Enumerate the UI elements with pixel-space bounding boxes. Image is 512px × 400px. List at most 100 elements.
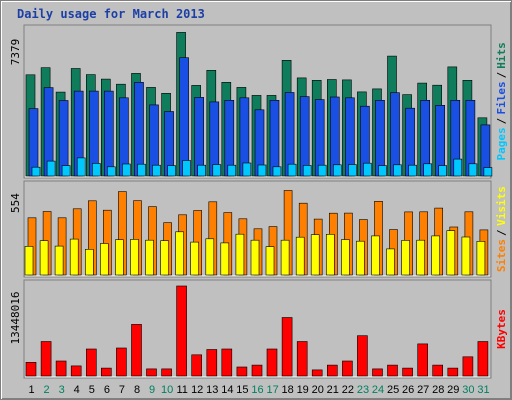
day-label: 11 (176, 384, 187, 396)
kbytes-bar (326, 364, 338, 377)
kbytes-bar (191, 354, 202, 377)
day-label: 17 (266, 384, 278, 396)
kbytes-bar (357, 335, 368, 377)
kbytes-bar (236, 366, 248, 377)
pages-bar (287, 163, 297, 177)
kbytes-bar (146, 368, 157, 377)
kbytes-bar (477, 341, 489, 377)
visits-bar (145, 239, 154, 276)
visits-bar (446, 230, 456, 276)
visits-bar (54, 245, 64, 276)
kbytes-bar (417, 343, 429, 377)
day-label: 23 (357, 384, 369, 396)
visits-bar (325, 234, 335, 276)
pages-bar (453, 158, 463, 177)
legend-sites: Sites (495, 239, 508, 272)
visits-bar (356, 240, 365, 276)
legend-separator: / (495, 72, 508, 79)
files-bar (390, 92, 400, 177)
pages-bar (92, 163, 101, 177)
day-label: 27 (417, 384, 429, 396)
day-label: 28 (432, 384, 444, 396)
kbytes-bar (372, 368, 383, 377)
visits-bar (160, 240, 169, 276)
chart-title: Daily usage for March 2013 (17, 7, 205, 21)
kbytes-bar (131, 324, 142, 377)
panel-3-max-label: 13448016 (9, 292, 22, 345)
visits-bar (295, 236, 305, 276)
kbytes-bar (101, 367, 112, 377)
visits-bar (130, 239, 139, 276)
kbytes-bar (86, 348, 97, 377)
pages-bar (137, 163, 146, 177)
files-bar (299, 96, 310, 177)
pages-bar (107, 166, 116, 177)
visits-bar (69, 238, 79, 276)
files-bar (329, 96, 340, 177)
pages-bar (197, 164, 206, 177)
day-label: 13 (206, 384, 218, 396)
day-label: 10 (161, 384, 173, 396)
legend-pages: Pages (495, 127, 508, 160)
day-label: 8 (134, 384, 140, 396)
pages-bar (423, 163, 433, 177)
kbytes-bar (206, 349, 218, 377)
day-label: 2 (44, 384, 50, 396)
visits-bar (190, 241, 199, 276)
pages-bar (212, 164, 222, 177)
day-label: 18 (281, 384, 293, 396)
visits-bar (461, 236, 471, 276)
kbytes-bar (40, 341, 52, 377)
legend-hits: Hits (495, 42, 508, 69)
pages-bar (242, 162, 252, 177)
day-label: 19 (297, 384, 309, 396)
pages-bar (257, 164, 267, 177)
kbytes-bar (55, 360, 67, 377)
pages-bar (468, 163, 478, 177)
kbytes-bar (296, 341, 308, 377)
visits-bar (401, 240, 410, 276)
legend-separator: / (495, 118, 508, 125)
day-label: 7 (119, 384, 125, 396)
day-label: 22 (342, 384, 354, 396)
pages-bar (332, 164, 342, 177)
kbytes-bar (25, 361, 37, 377)
kbytes-bar (432, 364, 444, 377)
files-bar (104, 90, 114, 177)
files-bar (284, 92, 295, 177)
visits-bar (115, 239, 124, 276)
visits-bar (280, 239, 290, 276)
visits-bar (265, 246, 275, 276)
day-label: 5 (89, 384, 95, 396)
kbytes-bar (70, 365, 82, 377)
panel-2-max-label: 554 (9, 193, 22, 213)
visits-bar (371, 235, 380, 276)
pages-bar (348, 164, 357, 177)
pages-bar (227, 164, 237, 177)
legend-visits: Visits (495, 186, 508, 226)
pages-bar (438, 165, 448, 177)
files-bar (179, 57, 189, 177)
day-label: 25 (387, 384, 399, 396)
pages-bar (393, 164, 402, 177)
panel-3-area (23, 279, 492, 379)
files-bar (345, 97, 355, 177)
visits-bar (24, 246, 34, 276)
visits-bar (220, 242, 230, 276)
visits-bar (205, 238, 215, 276)
kbytes-bar (281, 317, 293, 377)
kbytes-bar (462, 356, 474, 377)
visits-bar (386, 248, 395, 276)
pages-bar (378, 165, 387, 177)
kbytes-bar (251, 364, 263, 377)
pages-bar (46, 160, 56, 177)
day-label: 30 (462, 384, 474, 396)
day-label: 6 (104, 384, 110, 396)
kbytes-bar (342, 360, 353, 377)
legend-separator: / (495, 229, 508, 236)
visits-bar (39, 240, 49, 276)
pages-bar (31, 166, 41, 177)
pages-bar (152, 164, 161, 177)
visits-bar (476, 241, 486, 276)
visits-bar (175, 231, 184, 276)
